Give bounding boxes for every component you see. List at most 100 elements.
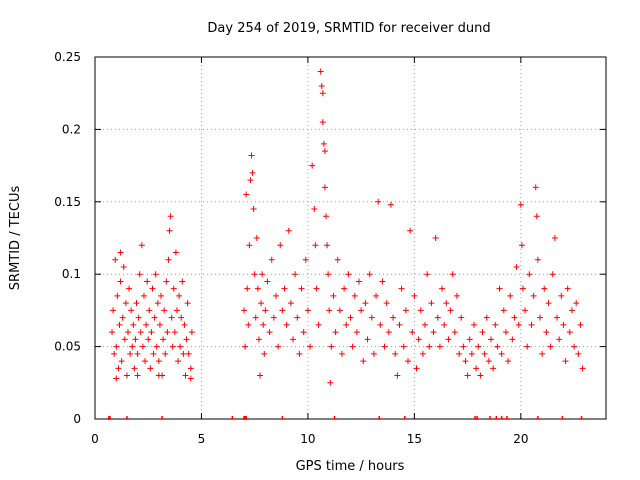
data-point (385, 329, 392, 336)
data-point (321, 148, 328, 155)
data-point (460, 343, 467, 350)
data-point (526, 271, 533, 278)
data-point (313, 285, 320, 292)
data-point (513, 263, 520, 270)
data-point-zero (377, 416, 382, 420)
data-point (136, 271, 143, 278)
data-point (532, 184, 539, 191)
data-point (539, 350, 546, 357)
data-point (152, 271, 159, 278)
data-point (426, 343, 433, 350)
y-tick-label: 0.25 (54, 50, 81, 64)
data-point (551, 235, 558, 241)
data-point (113, 375, 120, 382)
data-point (485, 358, 492, 365)
data-point (133, 300, 140, 307)
data-point (117, 278, 124, 285)
data-point (296, 350, 303, 357)
data-point (184, 300, 191, 307)
data-point (373, 292, 380, 299)
data-point (179, 278, 186, 285)
y-tick-label: 0 (73, 412, 81, 426)
data-point (447, 307, 454, 314)
data-point (134, 350, 141, 357)
data-point (246, 242, 253, 249)
data-point (398, 285, 405, 292)
data-point (351, 292, 358, 299)
data-point (377, 321, 384, 328)
data-point (148, 329, 155, 336)
data-point (394, 372, 401, 379)
data-point (541, 285, 548, 292)
data-point (327, 379, 334, 386)
data-point (534, 256, 541, 263)
data-point (170, 285, 177, 292)
axis-ticks (94, 56, 606, 420)
data-point (187, 365, 194, 372)
baseline-marks (106, 416, 584, 420)
data-point (417, 307, 424, 314)
data-point (134, 372, 141, 379)
y-tick-label: 0.05 (54, 340, 81, 354)
data-point (400, 343, 407, 350)
data-point (188, 329, 195, 336)
data-point (243, 191, 250, 198)
data-point (443, 300, 450, 307)
y-tick-labels: 0 0.05 0.1 0.15 0.2 0.25 (54, 50, 81, 426)
data-point (511, 314, 518, 321)
data-point (123, 372, 130, 379)
data-point (294, 314, 301, 321)
x-tick-label: 10 (300, 432, 315, 446)
data-point (149, 285, 156, 292)
data-point (390, 314, 397, 321)
data-point (304, 307, 311, 314)
y-axis-label: SRMTID / TECUs (8, 186, 23, 291)
grid-lines (95, 57, 606, 419)
data-point (249, 169, 256, 176)
data-point (436, 343, 443, 350)
data-point (334, 256, 341, 263)
data-point (156, 321, 163, 328)
data-point (126, 285, 133, 292)
data-point (302, 256, 309, 263)
x-tick-labels: 0 5 10 15 20 (91, 432, 528, 446)
data-point (413, 365, 420, 372)
data-point (154, 300, 161, 307)
data-point (144, 278, 151, 285)
data-point (260, 321, 267, 328)
data-point (153, 343, 160, 350)
chart-title: Day 254 of 2019, SRMTID for receiver dun… (207, 21, 490, 36)
data-point (264, 278, 271, 285)
data-point (387, 201, 394, 208)
data-point (129, 343, 136, 350)
data-point (272, 292, 279, 299)
data-point (292, 271, 299, 278)
data-point (494, 343, 501, 350)
data-point (479, 329, 486, 336)
data-point (169, 343, 176, 350)
data-point (518, 242, 525, 249)
data-point-zero (107, 416, 112, 420)
data-point (163, 278, 170, 285)
data-point (132, 336, 139, 343)
data-point (307, 343, 314, 350)
data-point (155, 358, 162, 365)
data-point (470, 321, 477, 328)
data-point (151, 314, 158, 321)
data-point (375, 198, 382, 205)
data-point (343, 321, 350, 328)
plot-frame (94, 56, 607, 420)
data-point (549, 271, 556, 278)
data-point-zero (535, 416, 540, 420)
data-point (261, 350, 268, 357)
data-point-zero (332, 416, 337, 420)
data-point (315, 321, 322, 328)
data-point (287, 300, 294, 307)
data-point (319, 90, 326, 97)
x-tick-label: 0 (91, 432, 99, 446)
data-point (560, 321, 567, 328)
data-point-zero (579, 416, 584, 420)
data-point (488, 336, 495, 343)
data-point (434, 314, 441, 321)
data-point (325, 271, 332, 278)
